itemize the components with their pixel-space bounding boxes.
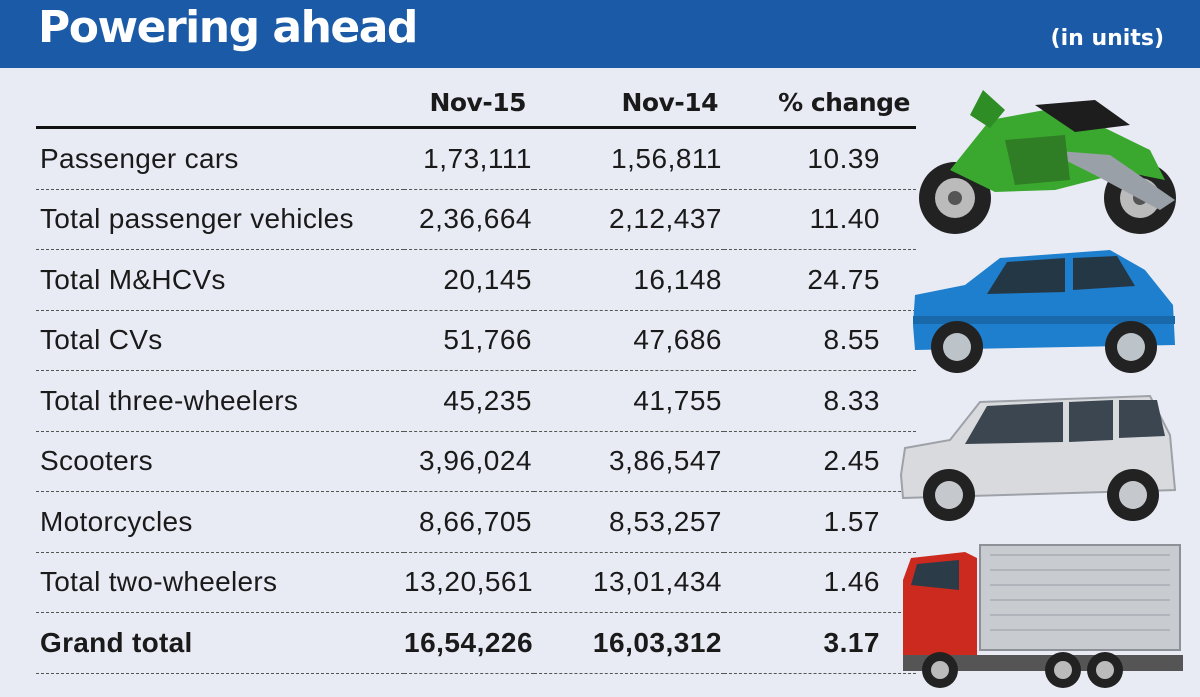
row-label: Total three-wheelers (36, 370, 404, 432)
cell-nov14: 2,12,437 (534, 189, 724, 250)
row-label: Total M&HCVs (36, 249, 404, 311)
hatchback-car-icon (913, 250, 1175, 373)
table-row: Motorcycles 8,66,705 8,53,257 1.57 (36, 491, 916, 553)
cell-change: 8.55 (724, 310, 916, 371)
cell-nov15: 8,66,705 (404, 491, 534, 553)
cell-nov15: 13,20,561 (404, 552, 534, 613)
cell-nov15: 20,145 (404, 249, 534, 311)
page-title: Powering ahead (38, 2, 418, 53)
cell-change: 2.45 (724, 431, 916, 492)
cell-nov14: 8,53,257 (534, 491, 724, 553)
cell-nov14: 16,148 (534, 249, 724, 311)
table-row: Grand total 16,54,226 16,03,312 3.17 (36, 612, 916, 674)
cell-nov15: 1,73,111 (404, 127, 534, 190)
table-row: Total M&HCVs 20,145 16,148 24.75 (36, 249, 916, 311)
cell-nov14: 41,755 (534, 370, 724, 432)
cell-change: 24.75 (724, 249, 916, 311)
truck-icon (903, 544, 1183, 688)
column-header-nov15: Nov-15 (404, 78, 534, 129)
motorcycle-icon (919, 90, 1176, 234)
cell-change: 1.57 (724, 491, 916, 553)
header-bar: Powering ahead (in units) (0, 0, 1200, 68)
table-row: Total three-wheelers 45,235 41,755 8.33 (36, 370, 916, 432)
table-row: Total two-wheelers 13,20,561 13,01,434 1.46 (36, 552, 916, 613)
table-row: Scooters 3,96,024 3,86,547 2.45 (36, 431, 916, 492)
cell-nov15: 51,766 (404, 310, 534, 371)
row-label: Passenger cars (36, 127, 404, 190)
cell-change: 1.46 (724, 552, 916, 613)
column-header-category (36, 78, 404, 129)
table-row: Total passenger vehicles 2,36,664 2,12,437… (36, 189, 916, 250)
cell-change: 10.39 (724, 127, 916, 190)
table-body: Passenger cars 1,73,111 1,56,811 10.39 Total… (36, 127, 916, 674)
cell-nov15: 16,54,226 (404, 612, 534, 674)
table-row: Passenger cars 1,73,111 1,56,811 10.39 (36, 127, 916, 190)
row-label: Total passenger vehicles (36, 189, 404, 250)
cell-nov14: 16,03,312 (534, 612, 724, 674)
data-table-container: Nov-15 Nov-14 % change Passenger cars 1,7… (36, 78, 916, 674)
row-label: Total two-wheelers (36, 552, 404, 613)
cell-change: 8.33 (724, 370, 916, 432)
row-label: Total CVs (36, 310, 404, 371)
cell-nov14: 1,56,811 (534, 127, 724, 190)
row-label: Scooters (36, 431, 404, 492)
minivan-icon (899, 394, 1177, 521)
cell-nov15: 2,36,664 (404, 189, 534, 250)
row-label: Motorcycles (36, 491, 404, 553)
units-label: (in units) (1050, 26, 1164, 51)
table-header-row: Nov-15 Nov-14 % change (36, 78, 916, 129)
column-header-change: % change (724, 78, 916, 129)
cell-nov15: 45,235 (404, 370, 534, 432)
row-label: Grand total (36, 612, 404, 674)
cell-nov14: 13,01,434 (534, 552, 724, 613)
cell-nov14: 47,686 (534, 310, 724, 371)
table-row: Total CVs 51,766 47,686 8.55 (36, 310, 916, 371)
data-table: Nov-15 Nov-14 % change Passenger cars 1,7… (36, 78, 916, 674)
column-header-nov14: Nov-14 (534, 78, 724, 129)
cell-nov14: 3,86,547 (534, 431, 724, 492)
cell-nov15: 3,96,024 (404, 431, 534, 492)
vehicle-illustrations (895, 80, 1200, 693)
cell-change: 11.40 (724, 189, 916, 250)
cell-change: 3.17 (724, 612, 916, 674)
